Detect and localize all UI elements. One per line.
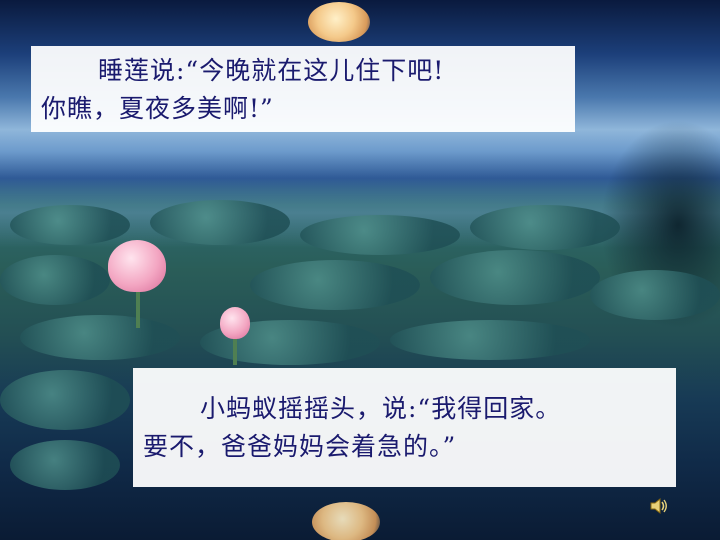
moon: [308, 2, 370, 42]
caption-bottom-line-1: 小蚂蚁摇摇头，说:“我得回家。: [200, 394, 562, 423]
caption-box-top: 睡莲说:“今晚就在这儿住下吧! 你瞧，夏夜多美啊!”: [31, 46, 575, 132]
moon-reflection: [312, 502, 380, 540]
caption-box-bottom: 小蚂蚁摇摇头，说:“我得回家。 要不，爸爸妈妈会着急的。”: [133, 368, 676, 487]
caption-top-line-1: 睡莲说:“今晚就在这儿住下吧!: [98, 56, 445, 85]
caption-bottom-line-2: 要不，爸爸妈妈会着急的。”: [143, 432, 457, 461]
caption-top-line-2: 你瞧，夏夜多美啊!”: [41, 94, 274, 123]
speaker-icon[interactable]: [649, 497, 669, 515]
